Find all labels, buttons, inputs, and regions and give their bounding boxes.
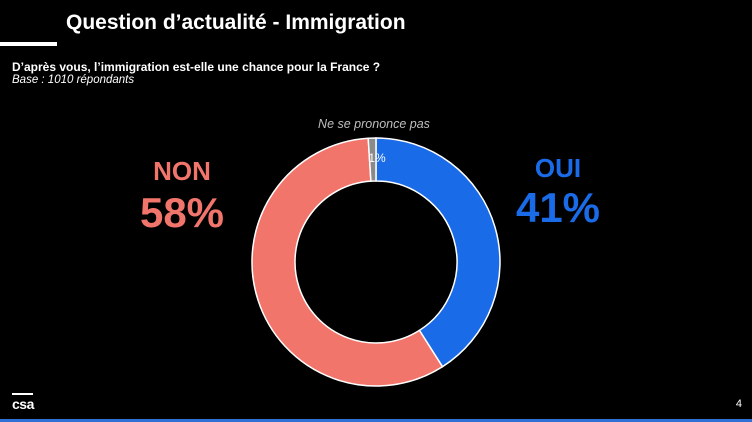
donut-slice-non <box>251 137 444 387</box>
oui-value-label: 41% <box>516 184 600 231</box>
donut-slice-ne-se-prononce-pas <box>367 137 377 182</box>
survey-question: D’après vous, l’immigration est-elle une… <box>12 60 381 74</box>
bottom-accent-line <box>0 419 752 422</box>
nsp-value-label: 1% <box>368 151 386 165</box>
title-underline <box>0 42 57 46</box>
donut-slice-oui <box>375 137 501 368</box>
non-value-label: 58% <box>140 189 224 236</box>
page-title: Question d’actualité - Immigration <box>66 11 406 34</box>
logo-text: csa <box>12 396 34 412</box>
survey-base: Base : 1010 répondants <box>12 74 135 86</box>
non-label: NON <box>153 156 211 186</box>
nsp-label: Ne se prononce pas <box>318 117 430 131</box>
logo-bar <box>12 393 33 395</box>
csa-logo: csa <box>12 393 34 412</box>
oui-label: OUI <box>535 153 581 183</box>
page-number: 4 <box>735 398 742 410</box>
